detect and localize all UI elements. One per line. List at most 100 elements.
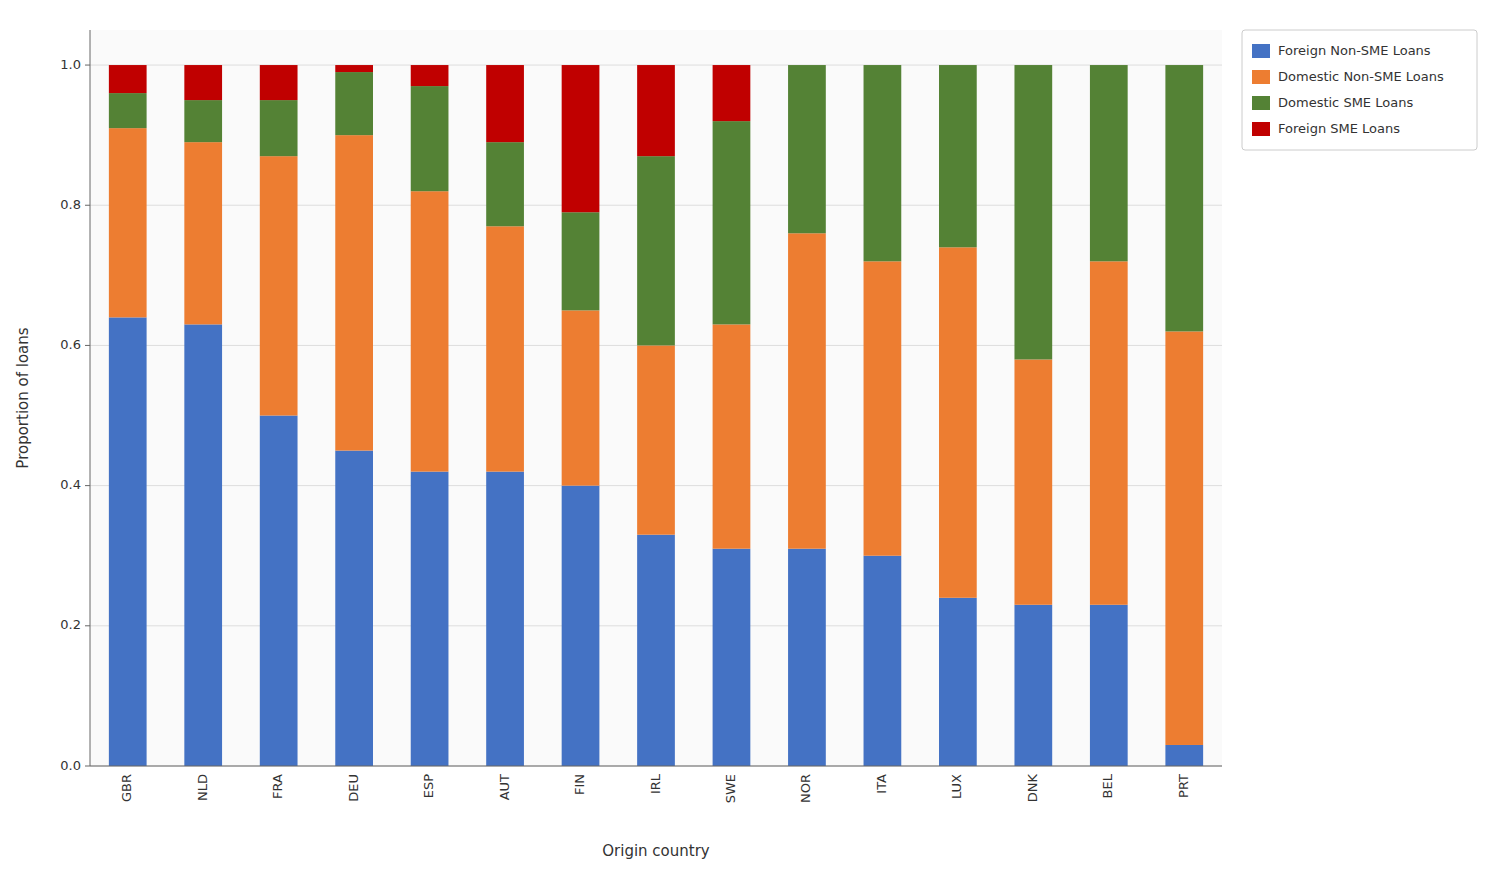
bar-segment <box>335 135 373 450</box>
bar-segment <box>109 317 147 766</box>
bar-segment <box>788 549 826 766</box>
bar-segment <box>713 121 751 324</box>
x-tick-label: AUT <box>497 774 512 800</box>
y-tick <box>85 485 90 486</box>
bar-segment <box>184 65 222 100</box>
bar-segment <box>939 65 977 66</box>
y-tick-label: 0.8 <box>60 197 81 212</box>
x-tick-label: LUX <box>949 774 964 799</box>
bar-segment <box>486 472 524 766</box>
x-tick-label: ESP <box>421 774 436 798</box>
x-tick-label: DNK <box>1025 774 1040 803</box>
bar-segment <box>637 345 675 534</box>
legend-swatch <box>1252 122 1270 136</box>
legend-swatch <box>1252 70 1270 84</box>
bar-segment <box>562 310 600 485</box>
bar-segment <box>335 72 373 135</box>
legend-swatch <box>1252 44 1270 58</box>
bar-segment <box>713 549 751 766</box>
bar-segment <box>1165 331 1203 745</box>
bar-segment <box>109 93 147 128</box>
bar-segment <box>637 156 675 345</box>
bar-segment <box>184 142 222 324</box>
bar-segment <box>1014 65 1052 66</box>
bar-segment <box>184 324 222 766</box>
x-tick-label: IRL <box>648 773 663 794</box>
bar-segment <box>637 535 675 766</box>
bar-segment <box>713 65 751 121</box>
bar-segment <box>713 324 751 548</box>
bar-segment <box>411 86 449 191</box>
bar-segment <box>939 65 977 247</box>
y-tick <box>85 205 90 206</box>
bar-segment <box>1090 605 1128 766</box>
bar-segment <box>260 156 298 415</box>
bar-segment <box>260 100 298 156</box>
legend: Foreign Non-SME Loans Domestic Non-SME Lo… <box>1242 30 1477 150</box>
legend-label: Domestic Non-SME Loans <box>1278 69 1444 84</box>
bar-segment <box>411 472 449 766</box>
x-tick-label: GBR <box>119 774 134 802</box>
bar-segment <box>486 226 524 471</box>
x-tick-label: PRT <box>1176 774 1191 798</box>
legend-label: Foreign SME Loans <box>1278 121 1400 136</box>
y-tick-label: 1.0 <box>60 57 81 72</box>
grid-line <box>90 766 1222 767</box>
x-axis: GBRNLDFRADEUESPAUTFINIRLSWENORITALUXDNKB… <box>119 773 1191 803</box>
bar-segment <box>109 128 147 317</box>
bar-segment <box>864 65 902 66</box>
bar-segment <box>637 65 675 156</box>
bar-segment <box>1090 65 1128 66</box>
bar-segment <box>1090 65 1128 261</box>
bar-segment <box>562 65 600 212</box>
bar-segment <box>1014 605 1052 766</box>
bar-segment <box>335 65 373 72</box>
y-axis-line <box>90 30 91 766</box>
bar-segment <box>486 142 524 226</box>
bar-segment <box>1014 65 1052 359</box>
y-tick <box>85 345 90 346</box>
x-axis-title: Origin country <box>602 842 710 860</box>
bar-segment <box>562 212 600 310</box>
x-tick-label: NLD <box>195 774 210 801</box>
bar-segment <box>335 451 373 766</box>
bar-segment <box>562 486 600 766</box>
bar-segment <box>939 247 977 597</box>
x-tick-label: ITA <box>874 774 889 794</box>
bar-segment <box>1014 359 1052 604</box>
bar-segment <box>260 65 298 100</box>
bar-segment <box>486 65 524 142</box>
bar-segment <box>1165 65 1203 331</box>
bar-segment <box>1090 261 1128 604</box>
legend-label: Foreign Non-SME Loans <box>1278 43 1431 58</box>
x-axis-line <box>90 766 1222 767</box>
bar-segment <box>411 65 449 86</box>
legend-box <box>1242 30 1477 150</box>
y-tick <box>85 625 90 626</box>
y-tick <box>85 65 90 66</box>
bars <box>109 65 1203 766</box>
y-axis: 0.00.20.40.60.81.0 <box>60 57 90 773</box>
grid <box>90 65 1222 766</box>
x-tick-label: SWE <box>723 774 738 803</box>
series <box>109 65 750 212</box>
bar-segment <box>788 233 826 548</box>
bar-segment <box>864 65 902 261</box>
bar-segment <box>864 556 902 766</box>
x-tick-label: FIN <box>572 774 587 795</box>
bar-segment <box>788 65 826 233</box>
y-tick-label: 0.2 <box>60 617 81 632</box>
bar-segment <box>1165 745 1203 766</box>
bar-segment <box>788 65 826 66</box>
legend-swatch <box>1252 96 1270 110</box>
y-tick <box>85 766 90 767</box>
y-tick-label: 0.0 <box>60 758 81 773</box>
bar-segment <box>184 100 222 142</box>
bar-segment <box>411 191 449 471</box>
chart: 0.00.20.40.60.81.0GBRNLDFRADEUESPAUTFINI… <box>0 0 1492 886</box>
x-tick-label: BEL <box>1100 773 1115 798</box>
bar-segment <box>939 598 977 766</box>
bar-segment <box>1165 65 1203 66</box>
bar-segment <box>260 416 298 766</box>
legend-label: Domestic SME Loans <box>1278 95 1413 110</box>
